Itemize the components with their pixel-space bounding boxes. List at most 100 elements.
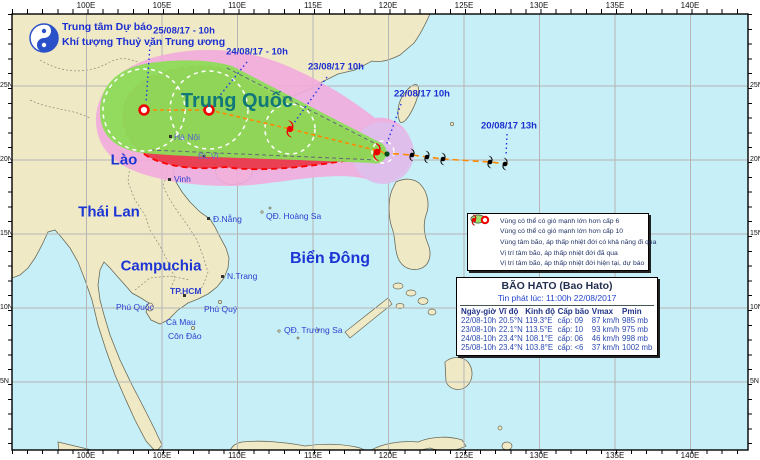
forecast-25-symbol xyxy=(138,104,150,116)
cell: 20.5°N xyxy=(498,316,523,325)
axis-bottom-120e: 120E xyxy=(378,451,398,460)
axis-bottom-110e: 110E xyxy=(227,451,247,460)
storm-info-box: BÃO HATO (Bao Hato) Tin phát lúc: 11:00h… xyxy=(456,277,658,356)
label-tp-hcm: TP.HCM xyxy=(170,286,202,296)
axis-right-20n: 20N xyxy=(750,156,760,163)
forecast-track-line xyxy=(144,109,384,153)
legend-row-past: Vị trí tâm bão, áp thấp nhiệt đới đã qua xyxy=(471,214,648,259)
col-header: Kinh độ xyxy=(525,307,555,316)
axis-top-100e: 100E xyxy=(76,1,96,10)
org-name-line1: Trung tâm Dự báo xyxy=(62,21,153,33)
cell: 985 mb xyxy=(622,316,649,325)
axis-top-125e: 125E xyxy=(454,1,474,10)
cell: 23.4°N xyxy=(498,343,523,352)
axis-top-110e: 110E xyxy=(227,1,247,10)
legend-row-cap10: Vùng có thể có gió mạnh lớn hơn cấp 10 xyxy=(470,214,648,238)
label-trung-quoc: Trung Quốc xyxy=(180,90,294,112)
axis-right-5n: 5N xyxy=(750,378,759,385)
axis-left-25n: 25N xyxy=(0,82,13,89)
label-thai-lan: Thái Lan xyxy=(78,203,140,221)
cell: 46 km/h xyxy=(591,334,620,343)
cell: cấp: 06 xyxy=(557,334,584,343)
land-sumatra xyxy=(57,441,94,450)
axis-right-25n: 25N xyxy=(750,82,760,89)
cell: 975 mb xyxy=(622,325,649,334)
axis-top-120e: 120E xyxy=(378,1,398,10)
legend-label: Vùng có thể có gió mạnh lớn hơn cấp 10 xyxy=(500,228,624,236)
legend-row-track-area: Vùng tâm bão, áp thấp nhiệt đới có khả n… xyxy=(470,214,656,248)
forecast-24-symbol xyxy=(203,104,215,116)
cell: 87 km/h xyxy=(591,316,620,325)
cell: 1002 mb xyxy=(622,343,653,352)
org-name-line2: Khí tượng Thuỷ văn Trung ương xyxy=(62,36,226,48)
cell: cấp: 09 xyxy=(557,316,584,325)
axis-top-130e: 130E xyxy=(529,1,549,10)
legend-label: Vị trí tâm bão, áp thấp nhiệt đới đã qua xyxy=(500,249,618,257)
table-row: 23/08-10h 22.1°N 113.5°E cấp: 10 93 km/h… xyxy=(460,325,654,334)
cell: 103.8°E xyxy=(525,343,554,352)
label-ca-mau: Cà Mau xyxy=(166,317,196,327)
cell: 23.4°N xyxy=(498,334,523,343)
small-islands xyxy=(146,158,513,450)
axis-bottom-115e: 115E xyxy=(303,451,323,460)
top-ticks xyxy=(12,9,748,14)
label-ha-noi: Hà Nội xyxy=(174,132,200,142)
cell: cấp: 10 xyxy=(557,325,584,334)
col-header: Cấp bão xyxy=(557,307,590,316)
axis-bottom-100e: 100E xyxy=(76,451,96,460)
left-ticks xyxy=(8,14,12,450)
cell: 119.3°E xyxy=(525,316,553,325)
col-header: Vmax xyxy=(591,307,614,316)
cell: 22.1°N xyxy=(498,325,523,334)
date-label-23-08: 23/08/17 10h xyxy=(308,61,364,73)
land-mindanao xyxy=(444,357,473,390)
label-truong-sa: QĐ. Trường Sa xyxy=(284,325,343,335)
axis-bottom-135e: 135E xyxy=(605,451,625,460)
axis-right-15n: 15N xyxy=(750,230,760,237)
cell: 93 km/h xyxy=(591,325,620,334)
cell: 113.5°E xyxy=(525,325,553,334)
bottom-ticks xyxy=(12,450,748,454)
land-sulawesi xyxy=(370,436,467,450)
legend-label: Vùng có thể có gió mạnh lớn hơn cấp 6 xyxy=(500,217,620,225)
divider xyxy=(460,305,654,306)
axis-top-135e: 135E xyxy=(605,1,625,10)
nchmf-logo xyxy=(29,23,59,53)
date-label-24-08: 24/08/17 - 10h xyxy=(226,46,288,58)
axis-right-10n: 10N xyxy=(750,304,760,311)
label-phu-quy: Phú Quý xyxy=(204,304,238,314)
axis-left-20n: 20N xyxy=(0,156,13,163)
right-ticks xyxy=(748,14,752,450)
table-header-row: Ngày-giờ Vĩ độ Kinh độ Cấp bão Vmax Pmin xyxy=(460,307,654,316)
cell: 998 mb xyxy=(622,334,649,343)
table-row: 25/08-10h 23.4°N 103.8°E cấp: <6 37 km/h… xyxy=(460,343,654,352)
date-label-22-08: 22/08/17 10h xyxy=(394,88,450,100)
storm-data-table: Ngày-giờ Vĩ độ Kinh độ Cấp bão Vmax Pmin… xyxy=(460,307,654,352)
col-header: Vĩ độ xyxy=(498,307,519,316)
current-center-dot xyxy=(384,151,390,157)
cell: 24/08-10h xyxy=(461,334,497,343)
land-visayas xyxy=(392,122,454,316)
city-markers xyxy=(168,135,224,297)
label-bien-dong: Biển Đông xyxy=(290,250,370,267)
label-bl-vi: BL.Vĩ xyxy=(198,151,219,161)
legend: Vùng có thể có gió mạnh lớn hơn cấp 6 Vù… xyxy=(467,213,656,271)
axis-bottom-125e: 125E xyxy=(454,451,474,460)
col-header: Ngày-giờ xyxy=(461,307,497,316)
cell: 108.1°E xyxy=(525,334,554,343)
label-lao: Lào xyxy=(110,151,138,169)
land-borneo xyxy=(230,440,366,450)
label-n-trang: N.Trang xyxy=(227,271,258,281)
cell: 22/08-10h xyxy=(461,316,497,325)
label-con-dao: Côn Đảo xyxy=(168,331,202,341)
date-label-20-08: 20/08/17 13h xyxy=(481,120,537,132)
axis-top-140e: 140E xyxy=(680,1,700,10)
label-vinh: Vinh xyxy=(174,174,191,184)
cell: 25/08-10h xyxy=(461,343,497,352)
axis-bottom-140e: 140E xyxy=(680,451,700,460)
axis-left-10n: 10N xyxy=(0,304,13,311)
label-hoang-sa: QĐ. Hoàng Sa xyxy=(266,211,322,221)
axis-bottom-105e: 105E xyxy=(152,451,172,460)
legend-label: Vùng tâm bão, áp thấp nhiệt đới có khả n… xyxy=(500,238,657,246)
